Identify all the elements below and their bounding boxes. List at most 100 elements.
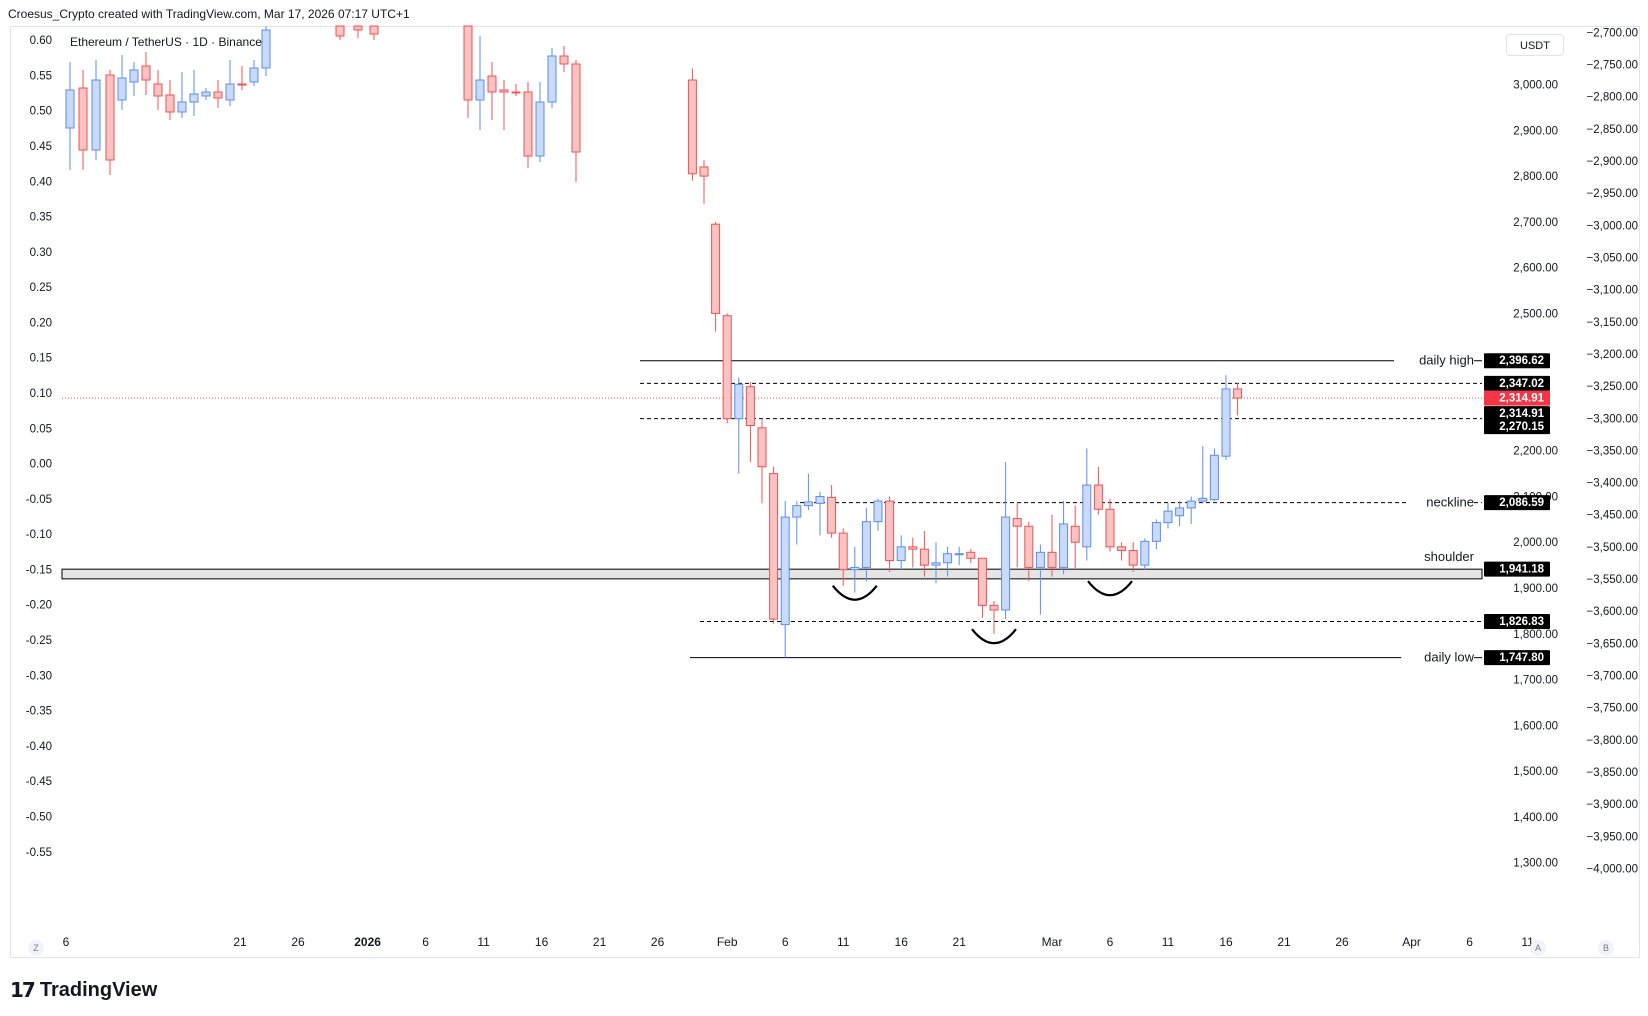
price-axis-tick: 2,200.00 bbox=[1513, 446, 1558, 458]
candle bbox=[873, 500, 883, 523]
candle bbox=[931, 562, 941, 566]
clipped-candle-body bbox=[547, 55, 557, 103]
time-axis-tick: Mar bbox=[1042, 935, 1063, 949]
clipped-candle-body bbox=[335, 25, 345, 37]
candle bbox=[803, 501, 813, 507]
time-axis-tick: 11 bbox=[477, 935, 490, 949]
candle bbox=[1128, 549, 1138, 566]
time-axis-tick: 6 bbox=[63, 935, 70, 949]
currency-badge[interactable]: USDT bbox=[1506, 34, 1564, 56]
far-axis-tick: −2,950.00 bbox=[1587, 188, 1638, 200]
left-axis-tick: 0.10 bbox=[30, 388, 52, 400]
far-axis-tick: −3,400.00 bbox=[1587, 478, 1638, 490]
far-axis-tick: −3,600.00 bbox=[1587, 606, 1638, 618]
far-axis-tick: −3,500.00 bbox=[1587, 542, 1638, 554]
candle bbox=[699, 166, 709, 177]
left-axis-tick: 0.15 bbox=[30, 353, 52, 365]
clipped-candle-body bbox=[475, 79, 485, 101]
shoulder-label: shoulder bbox=[1424, 549, 1475, 564]
time-axis-tick: 6 bbox=[1107, 935, 1114, 949]
candle bbox=[1117, 546, 1127, 551]
candle bbox=[943, 553, 953, 564]
price-label-box bbox=[1484, 418, 1550, 434]
far-axis-tick: −3,550.00 bbox=[1587, 574, 1638, 586]
far-axis-tick: −3,150.00 bbox=[1587, 317, 1638, 329]
clipped-candle-body bbox=[65, 89, 75, 129]
clipped-candle-body bbox=[225, 83, 235, 101]
time-axis-tick: 2026 bbox=[354, 935, 381, 949]
candle bbox=[989, 604, 999, 611]
time-axis-tick: 11 bbox=[1162, 935, 1175, 949]
candle bbox=[722, 315, 732, 420]
candle bbox=[815, 495, 825, 504]
price-axis-tick: 1,500.00 bbox=[1513, 766, 1558, 778]
price-axis-tick: 1,800.00 bbox=[1513, 629, 1558, 641]
far-axis-tick: −3,200.00 bbox=[1587, 349, 1638, 361]
tradingview-logo-icon: 17 bbox=[10, 978, 36, 1002]
far-axis-tick: −3,900.00 bbox=[1587, 799, 1638, 811]
price-axis-tick: 1,300.00 bbox=[1513, 858, 1558, 870]
candle bbox=[792, 505, 802, 518]
time-axis-tick: 11 bbox=[837, 935, 850, 949]
price-label-text: 1,941.18 bbox=[1499, 564, 1544, 576]
candle bbox=[954, 553, 964, 556]
hline-label: daily high bbox=[1419, 353, 1474, 368]
candle bbox=[1105, 508, 1115, 548]
symbol-title[interactable]: Ethereum / TetherUS · 1D · Binance bbox=[70, 35, 262, 49]
left-axis-tick: -0.05 bbox=[26, 494, 52, 506]
hline-label: neckline bbox=[1426, 495, 1474, 510]
time-axis-tick: 26 bbox=[291, 935, 305, 949]
clipped-candle-body bbox=[177, 101, 187, 113]
time-axis-tick: 21 bbox=[1277, 935, 1291, 949]
head-arc bbox=[971, 628, 1017, 645]
price-label-box bbox=[1484, 613, 1550, 629]
left-axis-tick: -0.25 bbox=[26, 635, 52, 647]
clipped-candle-body bbox=[261, 29, 271, 69]
clipped-candle-body bbox=[78, 87, 88, 151]
clipped-candle-body bbox=[165, 94, 175, 113]
left-axis-tick: 0.55 bbox=[30, 70, 52, 82]
price-label-text: 1,747.80 bbox=[1499, 652, 1544, 664]
far-axis-tick: −3,750.00 bbox=[1587, 703, 1638, 715]
price-axis-tick: 2,900.00 bbox=[1513, 125, 1558, 137]
left-axis-tick: -0.45 bbox=[26, 776, 52, 788]
reset-button[interactable]: Z bbox=[28, 940, 44, 956]
candle bbox=[896, 546, 906, 562]
left-axis-tick: 0.45 bbox=[30, 141, 52, 153]
clipped-candle-body bbox=[141, 65, 151, 81]
far-axis-tick: −3,300.00 bbox=[1587, 413, 1638, 425]
far-axis-tick: −2,700.00 bbox=[1587, 27, 1638, 39]
candle bbox=[1047, 551, 1057, 568]
candle bbox=[1198, 497, 1208, 502]
clipped-candle-body bbox=[189, 93, 199, 103]
time-axis-tick: 16 bbox=[895, 935, 909, 949]
candle bbox=[885, 500, 895, 562]
auto-scale-button[interactable]: A bbox=[1530, 940, 1546, 956]
price-label-text: 2,396.62 bbox=[1499, 355, 1544, 367]
price-axis-tick: 2,600.00 bbox=[1513, 263, 1558, 275]
clipped-candle-body bbox=[105, 74, 115, 161]
clipped-candle-body bbox=[463, 25, 473, 101]
chart-frame[interactable] bbox=[10, 26, 1640, 958]
candle bbox=[908, 546, 918, 550]
price-axis-tick: 2,800.00 bbox=[1513, 171, 1558, 183]
log-scale-button[interactable]: B bbox=[1598, 940, 1614, 956]
candle bbox=[769, 473, 779, 620]
candle bbox=[1012, 517, 1022, 527]
candles-layer[interactable] bbox=[687, 68, 1243, 658]
price-label-text: 2,347.02 bbox=[1499, 378, 1544, 390]
clipped-candle-body bbox=[153, 83, 163, 97]
left-axis-tick: -0.55 bbox=[26, 847, 52, 859]
far-axis-tick: −4,000.00 bbox=[1587, 863, 1638, 875]
left-axis: 0.60 0.55 0.50 0.45 0.40 0.35 0.30 0.25 0.20 0.15… bbox=[26, 35, 52, 859]
price-label-box bbox=[1484, 353, 1550, 369]
clipped-candle-body bbox=[129, 69, 139, 83]
candle bbox=[745, 386, 755, 427]
clipped-candle-body bbox=[559, 55, 569, 65]
tradingview-logo[interactable]: 17 TradingView bbox=[10, 978, 157, 1002]
candle bbox=[1035, 551, 1045, 568]
hline-label: daily low bbox=[1424, 650, 1474, 665]
clipped-candle-body bbox=[201, 91, 211, 97]
candle bbox=[1140, 540, 1150, 566]
